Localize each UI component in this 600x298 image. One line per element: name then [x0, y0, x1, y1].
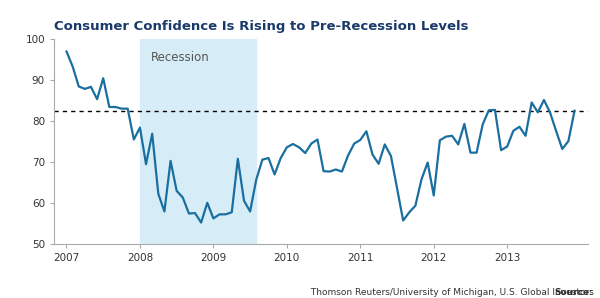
- Text: Thomson Reuters/University of Michigan, U.S. Global Investors: Thomson Reuters/University of Michigan, …: [308, 288, 594, 297]
- Text: Consumer Confidence Is Rising to Pre-Recession Levels: Consumer Confidence Is Rising to Pre-Rec…: [54, 20, 469, 33]
- Text: Recession: Recession: [151, 51, 210, 64]
- Bar: [140, 39, 256, 244]
- Text: Source:: Source:: [554, 288, 593, 297]
